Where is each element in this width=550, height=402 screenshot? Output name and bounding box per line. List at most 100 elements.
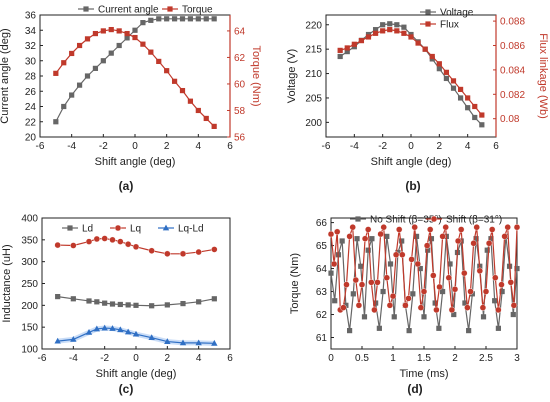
legend-label: Voltage <box>440 8 474 19</box>
data-point <box>425 247 431 253</box>
data-point <box>380 22 386 28</box>
plot-frame <box>41 217 231 350</box>
data-point <box>358 263 364 269</box>
x-tick-label: 2 <box>452 353 458 364</box>
data-point <box>495 306 502 314</box>
data-point <box>179 87 186 94</box>
data-point <box>164 338 171 344</box>
data-point <box>396 226 403 233</box>
data-point <box>439 233 446 240</box>
data-point <box>442 223 449 231</box>
x-tick-label: 2 <box>437 141 443 152</box>
x-tick-label: 3 <box>514 353 520 364</box>
y-axis-label: Inductance (uH) <box>1 244 13 322</box>
legend-label: Lq-Ld <box>178 224 204 235</box>
data-point <box>148 49 154 55</box>
data-point <box>472 103 478 110</box>
data-point <box>457 95 464 101</box>
data-point <box>179 339 187 346</box>
y-tick-label: 400 <box>21 214 38 225</box>
data-point <box>421 314 427 320</box>
data-point <box>340 304 347 311</box>
data-point <box>445 274 452 281</box>
y-tick-label: 26 <box>25 87 37 98</box>
data-point <box>458 226 465 233</box>
data-point <box>343 281 350 288</box>
y2-tick-label: 64 <box>234 26 246 37</box>
data-point <box>54 337 61 344</box>
data-point <box>488 236 494 242</box>
data-point <box>401 30 407 36</box>
data-point <box>492 298 498 304</box>
data-point <box>507 279 514 286</box>
series-line <box>55 18 215 123</box>
data-point <box>510 302 518 309</box>
y2-tick-label: 0.082 <box>500 90 525 101</box>
data-point <box>101 324 108 331</box>
data-point <box>443 75 450 82</box>
data-point <box>358 38 365 44</box>
data-point <box>436 66 442 72</box>
data-point <box>408 256 415 263</box>
data-point <box>428 236 435 242</box>
y-tick-label: 100 <box>21 345 38 356</box>
y-tick-label: 250 <box>21 279 38 290</box>
data-point <box>117 326 124 333</box>
data-point <box>330 260 338 268</box>
y-tick-label: 65 <box>316 241 328 252</box>
x-tick-label: 2 <box>165 353 171 364</box>
y-axis-label: Torque (Nm) <box>289 253 301 314</box>
data-point <box>70 296 76 302</box>
data-point <box>476 267 483 275</box>
data-point <box>479 122 485 128</box>
data-point <box>417 304 425 311</box>
data-point <box>415 40 421 46</box>
y2-tick-label: 0.084 <box>500 65 525 76</box>
y-tick-label: 22 <box>25 117 37 128</box>
data-point <box>436 325 442 331</box>
data-point <box>422 46 428 52</box>
legend-label: Lq <box>130 224 141 235</box>
data-point <box>125 302 131 308</box>
data-point <box>473 223 480 231</box>
legend-marker <box>83 6 89 12</box>
data-point <box>401 24 407 30</box>
data-point <box>436 61 442 67</box>
data-point <box>361 235 369 242</box>
data-point <box>372 27 379 33</box>
x-tick-label: -6 <box>322 141 331 152</box>
data-point <box>93 235 101 243</box>
y-tick-label: 24 <box>25 102 37 113</box>
data-point <box>61 103 67 110</box>
data-point <box>365 226 372 233</box>
data-point <box>473 236 479 242</box>
data-point <box>85 238 93 245</box>
data-point <box>371 306 378 314</box>
data-point <box>211 16 217 22</box>
data-point <box>102 300 108 306</box>
data-point <box>462 300 468 306</box>
data-point <box>179 250 187 258</box>
data-point <box>405 295 412 302</box>
data-point <box>211 339 218 346</box>
data-point <box>332 298 338 304</box>
y-tick-label: 63 <box>316 287 328 298</box>
data-point <box>203 115 209 122</box>
data-point <box>387 27 393 33</box>
data-point <box>171 78 178 84</box>
data-point <box>466 328 472 334</box>
panel-caption: (a) <box>119 179 134 193</box>
y-tick-label: 32 <box>25 41 37 52</box>
data-point <box>430 272 437 279</box>
x-tick-label: 4 <box>196 141 202 152</box>
data-point <box>392 251 400 258</box>
data-point <box>402 302 409 309</box>
data-point <box>124 30 130 37</box>
data-point <box>399 251 406 258</box>
panel-caption: (c) <box>119 382 134 396</box>
data-point <box>180 300 186 307</box>
data-point <box>514 265 520 272</box>
x-tick-label: -2 <box>378 141 387 152</box>
data-point <box>124 35 130 41</box>
data-point <box>108 50 114 56</box>
